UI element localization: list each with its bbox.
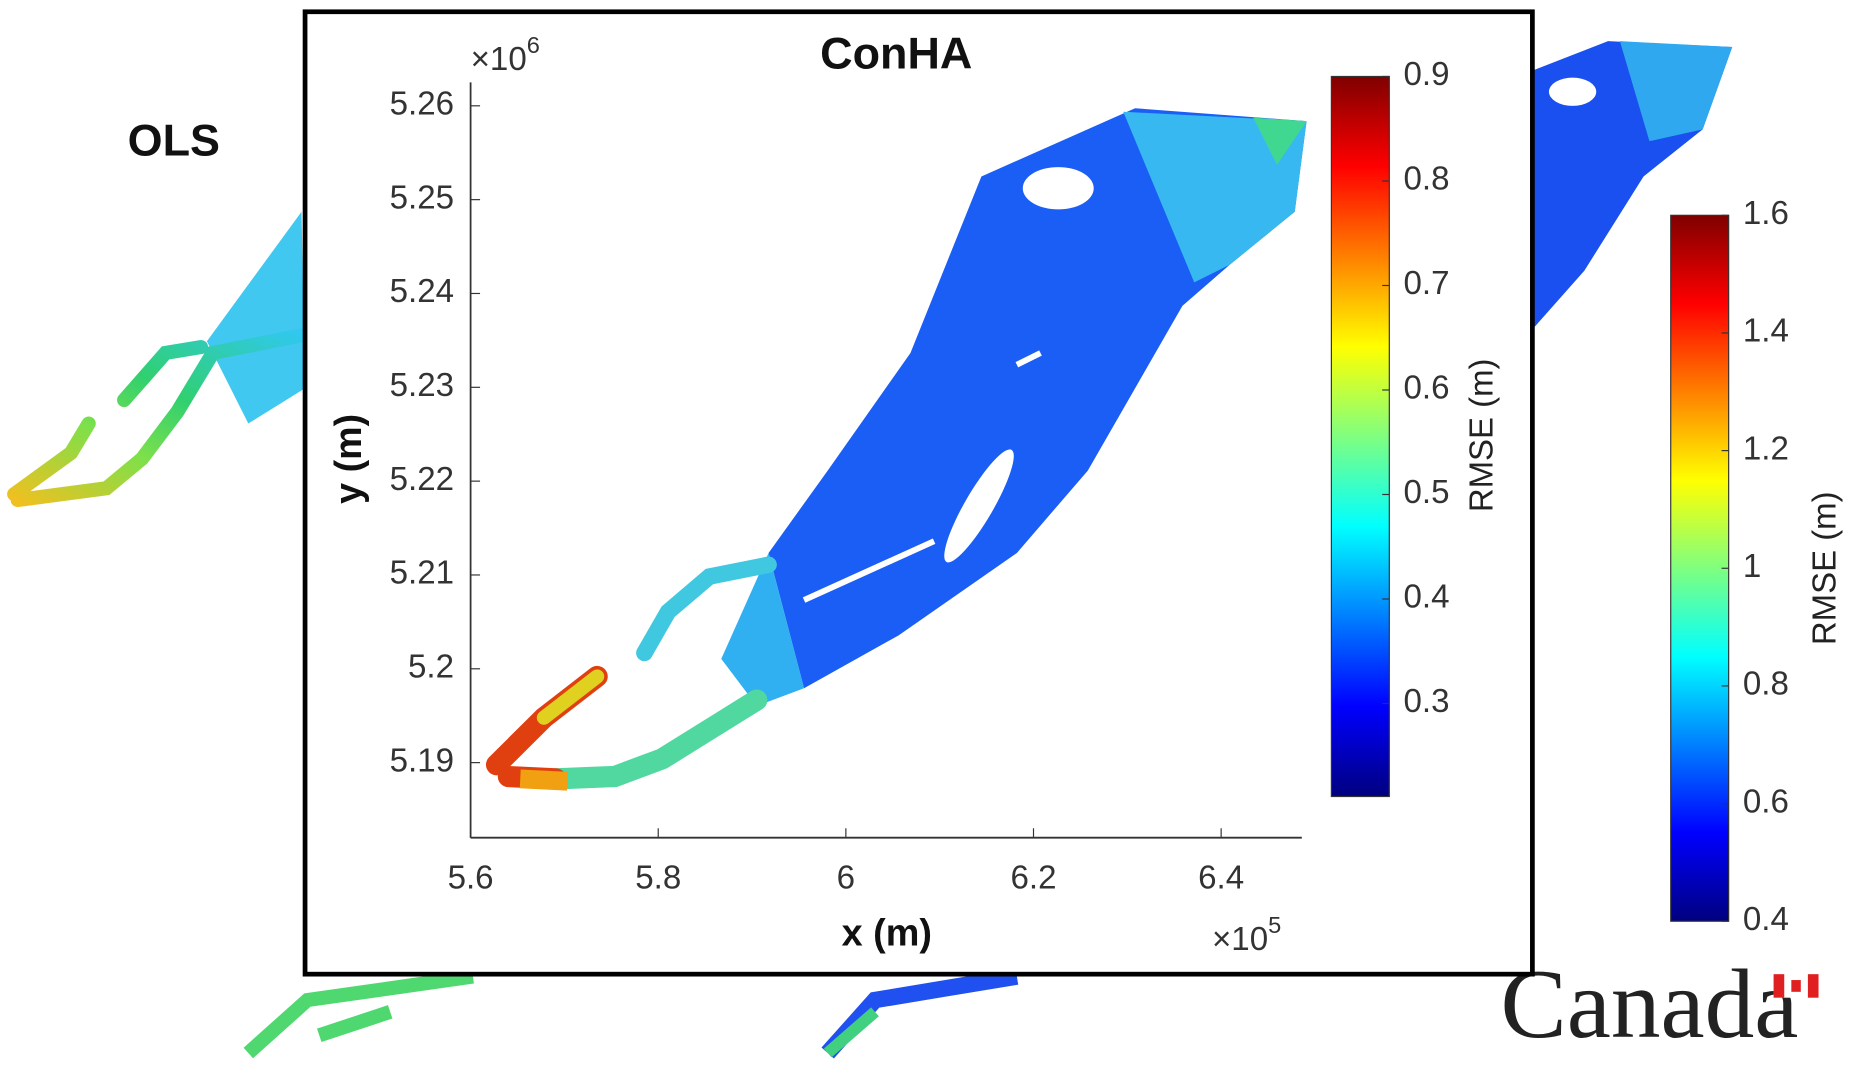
conha-map xyxy=(485,108,1307,791)
panel-title: OLS xyxy=(128,115,220,165)
colorbar-tick-label: 0.7 xyxy=(1404,264,1450,301)
colorbar-tick-label: 0.4 xyxy=(1404,578,1450,615)
y-tick-label: 5.24 xyxy=(390,272,454,309)
x-multiplier: ×105 xyxy=(1212,912,1281,957)
y-tick-label: 5.26 xyxy=(390,85,454,122)
colorbar-tick-label: 0.3 xyxy=(1404,682,1450,719)
colorbar-tick-label: 0.8 xyxy=(1404,160,1450,197)
colorbar-tick-label: 1.6 xyxy=(1743,194,1789,231)
colorbar-tick-label: 0.4 xyxy=(1743,900,1789,937)
multiplier-exponent: 5 xyxy=(1268,912,1281,938)
colorbar-label: RMSE (m) xyxy=(1463,358,1500,512)
multiplier-base: ×10 xyxy=(1212,920,1268,957)
y-tick-label: 5.25 xyxy=(390,178,454,215)
y-tick-label: 5.21 xyxy=(390,554,454,591)
x-tick-label: 5.8 xyxy=(635,859,681,896)
multiplier-base: ×10 xyxy=(471,40,527,77)
x-tick-label: 6.2 xyxy=(1010,859,1056,896)
colorbar-tick-label: 0.9 xyxy=(1404,55,1450,92)
multiplier-exponent: 6 xyxy=(527,32,540,58)
y-tick-label: 5.19 xyxy=(390,741,454,778)
x-tick-label: 6.4 xyxy=(1198,859,1244,896)
y-tick-label: 5.23 xyxy=(390,366,454,403)
colorbar-tick-label: 0.8 xyxy=(1743,665,1789,702)
x-axis-label: x (m) xyxy=(842,911,932,953)
y-tick-label: 5.22 xyxy=(390,460,454,497)
colorbar-label: RMSE (m) xyxy=(1805,491,1842,645)
x-tick-label: 6 xyxy=(837,859,855,896)
logo: Canada xyxy=(1501,950,1799,1059)
x-tick-label: 5.6 xyxy=(448,859,494,896)
chart-title: ConHA xyxy=(820,28,972,78)
y-multiplier: ×106 xyxy=(471,32,540,77)
colorbar-tick-label: 0.6 xyxy=(1743,782,1789,819)
colorbar-tick-label: 1.4 xyxy=(1743,312,1789,349)
colorbar-tick-label: 0.5 xyxy=(1404,473,1450,510)
colorbar-tick-label: 0.6 xyxy=(1404,369,1450,406)
colorbar xyxy=(1670,214,1730,922)
flag xyxy=(1773,974,1819,998)
y-axis-label: y (m) xyxy=(327,414,369,504)
colorbar-tick-label: 1.2 xyxy=(1743,429,1789,466)
colorbar xyxy=(1330,75,1390,798)
y-tick-label: 5.2 xyxy=(408,648,454,685)
right-map xyxy=(821,41,1733,1059)
colorbar-tick-label: 1 xyxy=(1743,547,1761,584)
ols-map xyxy=(7,211,474,1059)
